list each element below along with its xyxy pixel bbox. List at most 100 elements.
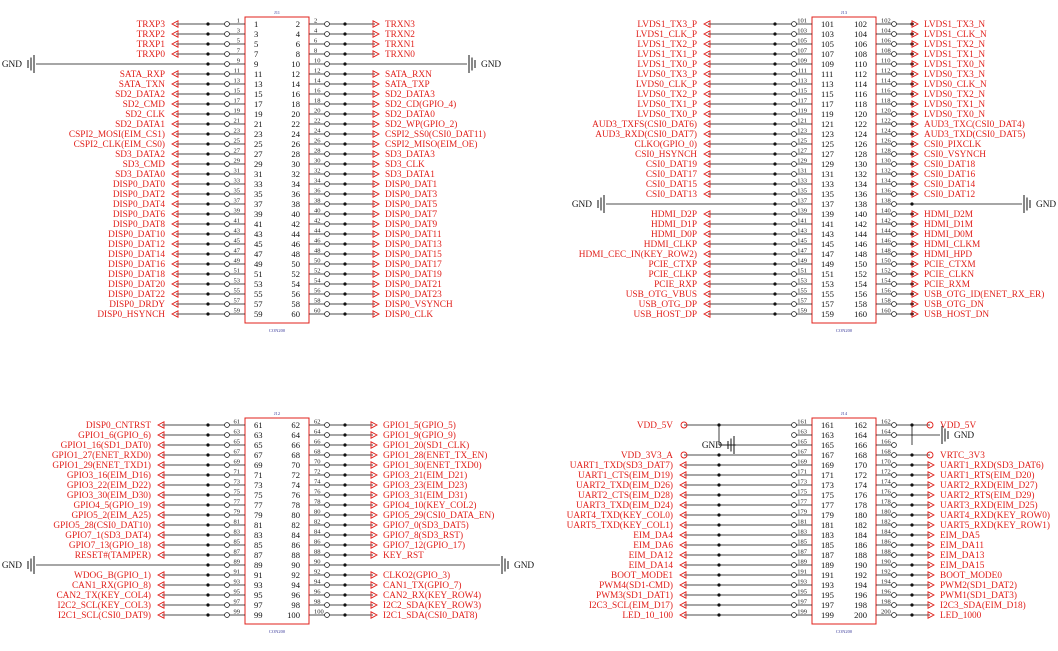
pin-number: 104 — [854, 29, 868, 39]
junction-dot — [343, 92, 347, 96]
pin-index: 109 — [797, 58, 807, 65]
net-label-right: GPIO1_9(GPIO_9) — [383, 430, 456, 441]
port-arrow — [157, 581, 165, 589]
pin-number: 188 — [854, 550, 867, 560]
pin-index: 32 — [314, 168, 321, 175]
pin-end — [324, 452, 330, 458]
port-arrow — [703, 290, 711, 298]
net-label-right: DISP0_VSYNCH — [385, 300, 453, 310]
net-label-left: GPIO1_6(GPIO_6) — [78, 430, 151, 441]
pin-number: 109 — [821, 59, 834, 69]
junction-dot — [343, 312, 347, 316]
pin-index: 42 — [314, 218, 321, 225]
pin-index: 58 — [314, 298, 321, 305]
junction-dot — [773, 32, 777, 36]
port-arrow — [171, 190, 179, 198]
pin-end — [891, 592, 897, 598]
port-arrow — [171, 160, 179, 168]
junction-dot — [343, 262, 347, 266]
junction-dot — [206, 543, 210, 547]
port-arrow — [911, 270, 919, 278]
pin-number: 102 — [854, 19, 867, 29]
pin-index: 8 — [314, 48, 317, 55]
pin-index: 46 — [314, 238, 321, 245]
pin-number: 110 — [854, 59, 867, 69]
net-label-right: UART1_RTS(EIM_D20) — [940, 470, 1034, 481]
port-arrow — [171, 270, 179, 278]
net-label-right: TRXN0 — [385, 50, 415, 60]
net-label-right: LVDS0_TX2_N — [924, 90, 985, 100]
pin-end — [791, 522, 797, 528]
pin-index: 78 — [314, 499, 321, 506]
pin-number: 94 — [291, 580, 300, 590]
net-label-left: VDD_5V — [637, 421, 673, 431]
port-arrow — [703, 190, 711, 198]
pin-number: 117 — [821, 99, 834, 109]
net-label-left: DISP0_DAT12 — [108, 240, 165, 250]
pin-index: 39 — [234, 208, 241, 215]
junction-dot — [773, 102, 777, 106]
ground-label: GND — [481, 60, 501, 70]
net-label-right: USB_HOST_DN — [924, 310, 989, 320]
port-arrow — [927, 551, 935, 559]
pin-index: 18 — [314, 98, 321, 105]
junction-dot — [773, 192, 777, 196]
pin-end — [224, 492, 230, 498]
pin-index: 59 — [234, 308, 241, 315]
pin-end — [324, 91, 330, 97]
junction-dot — [773, 212, 777, 216]
port-arrow — [911, 110, 919, 118]
junction-dot — [206, 302, 210, 306]
pin-index: 3 — [237, 28, 240, 35]
port-arrow — [372, 80, 380, 88]
ground-symbol: GND — [2, 556, 35, 574]
pin-number: 83 — [254, 530, 263, 540]
net-label-left: VDD_3V3_A — [621, 451, 673, 461]
port-arrow — [372, 70, 380, 78]
pin-index: 80 — [314, 509, 321, 516]
pin-index: 98 — [314, 599, 321, 606]
net-label-left: GPIO7_13(GPIO_18) — [69, 540, 151, 551]
port-arrow — [157, 501, 165, 509]
pin-end — [224, 81, 230, 87]
pin-index: 149 — [797, 258, 807, 265]
port-arrow — [679, 491, 687, 499]
pin-index: 121 — [797, 118, 807, 125]
pin-index: 45 — [234, 238, 241, 245]
net-label-right: DISP0_DAT17 — [385, 260, 442, 270]
pin-end — [791, 291, 797, 297]
port-arrow — [372, 150, 380, 158]
net-label-left: PCIE_RXP — [654, 280, 697, 290]
pin-number: 74 — [291, 480, 300, 490]
junction-dot — [773, 282, 777, 286]
pin-number: 167 — [821, 450, 835, 460]
pin-index: 135 — [797, 188, 807, 195]
pin-number: 65 — [254, 440, 263, 450]
pin-index: 102 — [881, 18, 891, 25]
junction-dot — [206, 583, 210, 587]
net-label-right: GPIO3_23(EIM_D23) — [383, 480, 467, 491]
pin-number: 190 — [854, 560, 867, 570]
port-arrow — [171, 250, 179, 258]
pin-end — [891, 492, 897, 498]
junction-dot — [717, 533, 721, 537]
junction-dot — [773, 312, 777, 316]
net-label-right: GPIO7_12(GPIO_17) — [383, 540, 465, 551]
port-arrow — [911, 210, 919, 218]
pin-number: 106 — [854, 39, 868, 49]
junction-dot — [717, 573, 721, 577]
pin-end — [224, 261, 230, 267]
port-arrow — [372, 110, 380, 118]
pin-end — [324, 582, 330, 588]
junction-dot — [343, 282, 347, 286]
net-label-left: HDMI_D2P — [651, 210, 697, 220]
pin-index: 28 — [314, 148, 321, 155]
pin-index: 145 — [797, 238, 807, 245]
pin-index: 184 — [881, 529, 892, 536]
pin-end — [791, 512, 797, 518]
pin-number: 98 — [291, 600, 300, 610]
port-arrow — [703, 310, 711, 318]
pin-end — [791, 21, 797, 27]
junction-dot — [343, 453, 347, 457]
